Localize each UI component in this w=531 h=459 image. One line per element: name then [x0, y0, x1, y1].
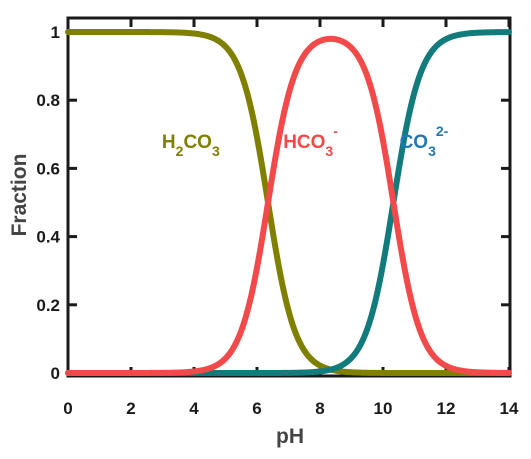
y-tick-label: 0.6: [36, 159, 60, 178]
x-tick-label: 8: [315, 399, 324, 418]
y-tick-label: 0: [51, 364, 60, 383]
species-labels: H2CO3 HCO3- CO32-: [162, 123, 449, 159]
y-tick-label: 0.4: [36, 228, 60, 247]
h2co3-label: H2CO3: [162, 132, 220, 159]
hco3-label: HCO3-: [283, 123, 338, 159]
plot-frame: [66, 16, 512, 378]
x-tick-label: 14: [500, 399, 519, 418]
y-axis-title: Fraction: [8, 154, 31, 237]
tick-labels: 0 2 4 6 8 10 12 14 0 0.2 0.4 0.6 0.8 1: [36, 23, 519, 418]
x-axis-title: pH: [276, 425, 304, 448]
co3-label: CO32-: [400, 123, 449, 159]
x-tick-label: 12: [437, 399, 456, 418]
h2co3-curve: [65, 29, 512, 376]
x-tick-label: 6: [252, 399, 261, 418]
co3-curve: [65, 29, 512, 376]
x-tick-label: 2: [126, 399, 135, 418]
y-tick-label: 1: [51, 23, 60, 42]
x-tick-label: 0: [63, 399, 72, 418]
y-tick-label: 0.2: [36, 296, 60, 315]
x-tick-label: 10: [374, 399, 393, 418]
hco3-curve: [65, 35, 512, 376]
y-tick-label: 0.8: [36, 91, 60, 110]
x-tick-label: 4: [189, 399, 199, 418]
series-lines: [65, 29, 512, 376]
